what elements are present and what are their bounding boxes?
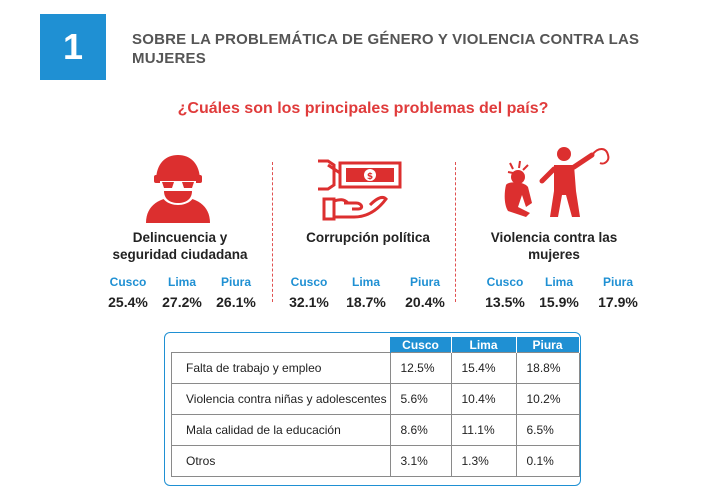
stat-lima: Lima 15.9% bbox=[532, 275, 586, 310]
section-title: SOBRE LA PROBLEMÁTICA DE GÉNERO Y VIOLEN… bbox=[132, 31, 640, 67]
stat-city: Cusco bbox=[109, 275, 147, 289]
table-header-row: Cusco Lima Piura bbox=[172, 337, 580, 353]
stat-value: 27.2% bbox=[162, 294, 202, 310]
stat-value: 25.4% bbox=[108, 294, 148, 310]
cell-value: 18.8% bbox=[515, 352, 580, 384]
column-divider bbox=[272, 162, 273, 302]
table-row: Violencia contra niñas y adolescentes 5.… bbox=[171, 383, 580, 415]
cell-value: 11.1% bbox=[450, 414, 517, 446]
table-row: Falta de trabajo y empleo 12.5% 15.4% 18… bbox=[171, 352, 580, 384]
stat-city: Lima bbox=[351, 275, 380, 289]
violence-whip-icon bbox=[504, 147, 610, 217]
table-frame bbox=[164, 332, 581, 486]
cell-value: 5.6% bbox=[389, 383, 452, 415]
stat-value: 20.4% bbox=[405, 294, 445, 310]
stat-city: Lima bbox=[544, 275, 573, 289]
other-problems-table: Cusco Lima Piura Falta de trabajo y empl… bbox=[171, 337, 580, 477]
section-number: 1 bbox=[62, 26, 84, 67]
column-header: Cusco bbox=[389, 337, 452, 353]
stat-city: Cusco bbox=[290, 275, 328, 289]
stat-city: Cusco bbox=[486, 275, 524, 289]
row-label: Otros bbox=[171, 445, 391, 477]
stat-value: 13.5% bbox=[485, 294, 525, 310]
category-stats: Cusco 32.1% Lima 18.7% Piura 20.4% bbox=[280, 275, 456, 310]
stat-cusco: Cusco 32.1% bbox=[280, 275, 338, 310]
stat-lima: Lima 18.7% bbox=[338, 275, 394, 310]
stat-value: 26.1% bbox=[216, 294, 256, 310]
cell-value: 6.5% bbox=[515, 414, 580, 446]
table-row: Mala calidad de la educación 8.6% 11.1% … bbox=[171, 414, 580, 446]
column-header: Lima bbox=[450, 337, 517, 353]
stat-city: Lima bbox=[167, 275, 196, 289]
category-label: Delincuencia y seguridad ciudadana bbox=[112, 230, 248, 262]
cell-value: 1.3% bbox=[450, 445, 517, 477]
thief-icon bbox=[146, 155, 210, 223]
stat-lima: Lima 27.2% bbox=[154, 275, 210, 310]
stat-piura: Piura 17.9% bbox=[586, 275, 650, 310]
stat-city: Piura bbox=[409, 275, 440, 289]
stat-piura: Piura 20.4% bbox=[394, 275, 456, 310]
row-label: Mala calidad de la educación bbox=[171, 414, 391, 446]
category-stats: Cusco 25.4% Lima 27.2% Piura 26.1% bbox=[102, 275, 262, 310]
row-label: Falta de trabajo y empleo bbox=[171, 352, 391, 384]
stat-city: Piura bbox=[602, 275, 633, 289]
stat-cusco: Cusco 25.4% bbox=[102, 275, 154, 310]
bribery-money-hand-icon: $ bbox=[318, 159, 402, 221]
cell-value: 10.4% bbox=[450, 383, 517, 415]
stat-value: 32.1% bbox=[289, 294, 329, 310]
category-label: Violencia contra las mujeres bbox=[490, 230, 618, 262]
stat-cusco: Cusco 13.5% bbox=[478, 275, 532, 310]
category-label: Corrupción política bbox=[306, 230, 430, 245]
cell-value: 10.2% bbox=[515, 383, 580, 415]
cell-value: 15.4% bbox=[450, 352, 517, 384]
column-divider bbox=[455, 162, 456, 302]
question-heading: ¿Cuáles son los principales problemas de… bbox=[177, 100, 549, 117]
table-row: Otros 3.1% 1.3% 0.1% bbox=[171, 445, 580, 477]
stat-value: 17.9% bbox=[598, 294, 638, 310]
cell-value: 0.1% bbox=[515, 445, 580, 477]
column-header: Piura bbox=[515, 337, 580, 353]
category-stats: Cusco 13.5% Lima 15.9% Piura 17.9% bbox=[478, 275, 650, 310]
row-label: Violencia contra niñas y adolescentes bbox=[171, 383, 391, 415]
stat-city: Piura bbox=[220, 275, 251, 289]
svg-text:$: $ bbox=[367, 172, 373, 182]
stat-piura: Piura 26.1% bbox=[210, 275, 262, 310]
table-header-blank bbox=[172, 337, 391, 353]
cell-value: 3.1% bbox=[389, 445, 452, 477]
stat-value: 15.9% bbox=[539, 294, 579, 310]
stat-value: 18.7% bbox=[346, 294, 386, 310]
cell-value: 8.6% bbox=[389, 414, 452, 446]
cell-value: 12.5% bbox=[389, 352, 452, 384]
section-number-badge: 1 bbox=[40, 14, 106, 80]
